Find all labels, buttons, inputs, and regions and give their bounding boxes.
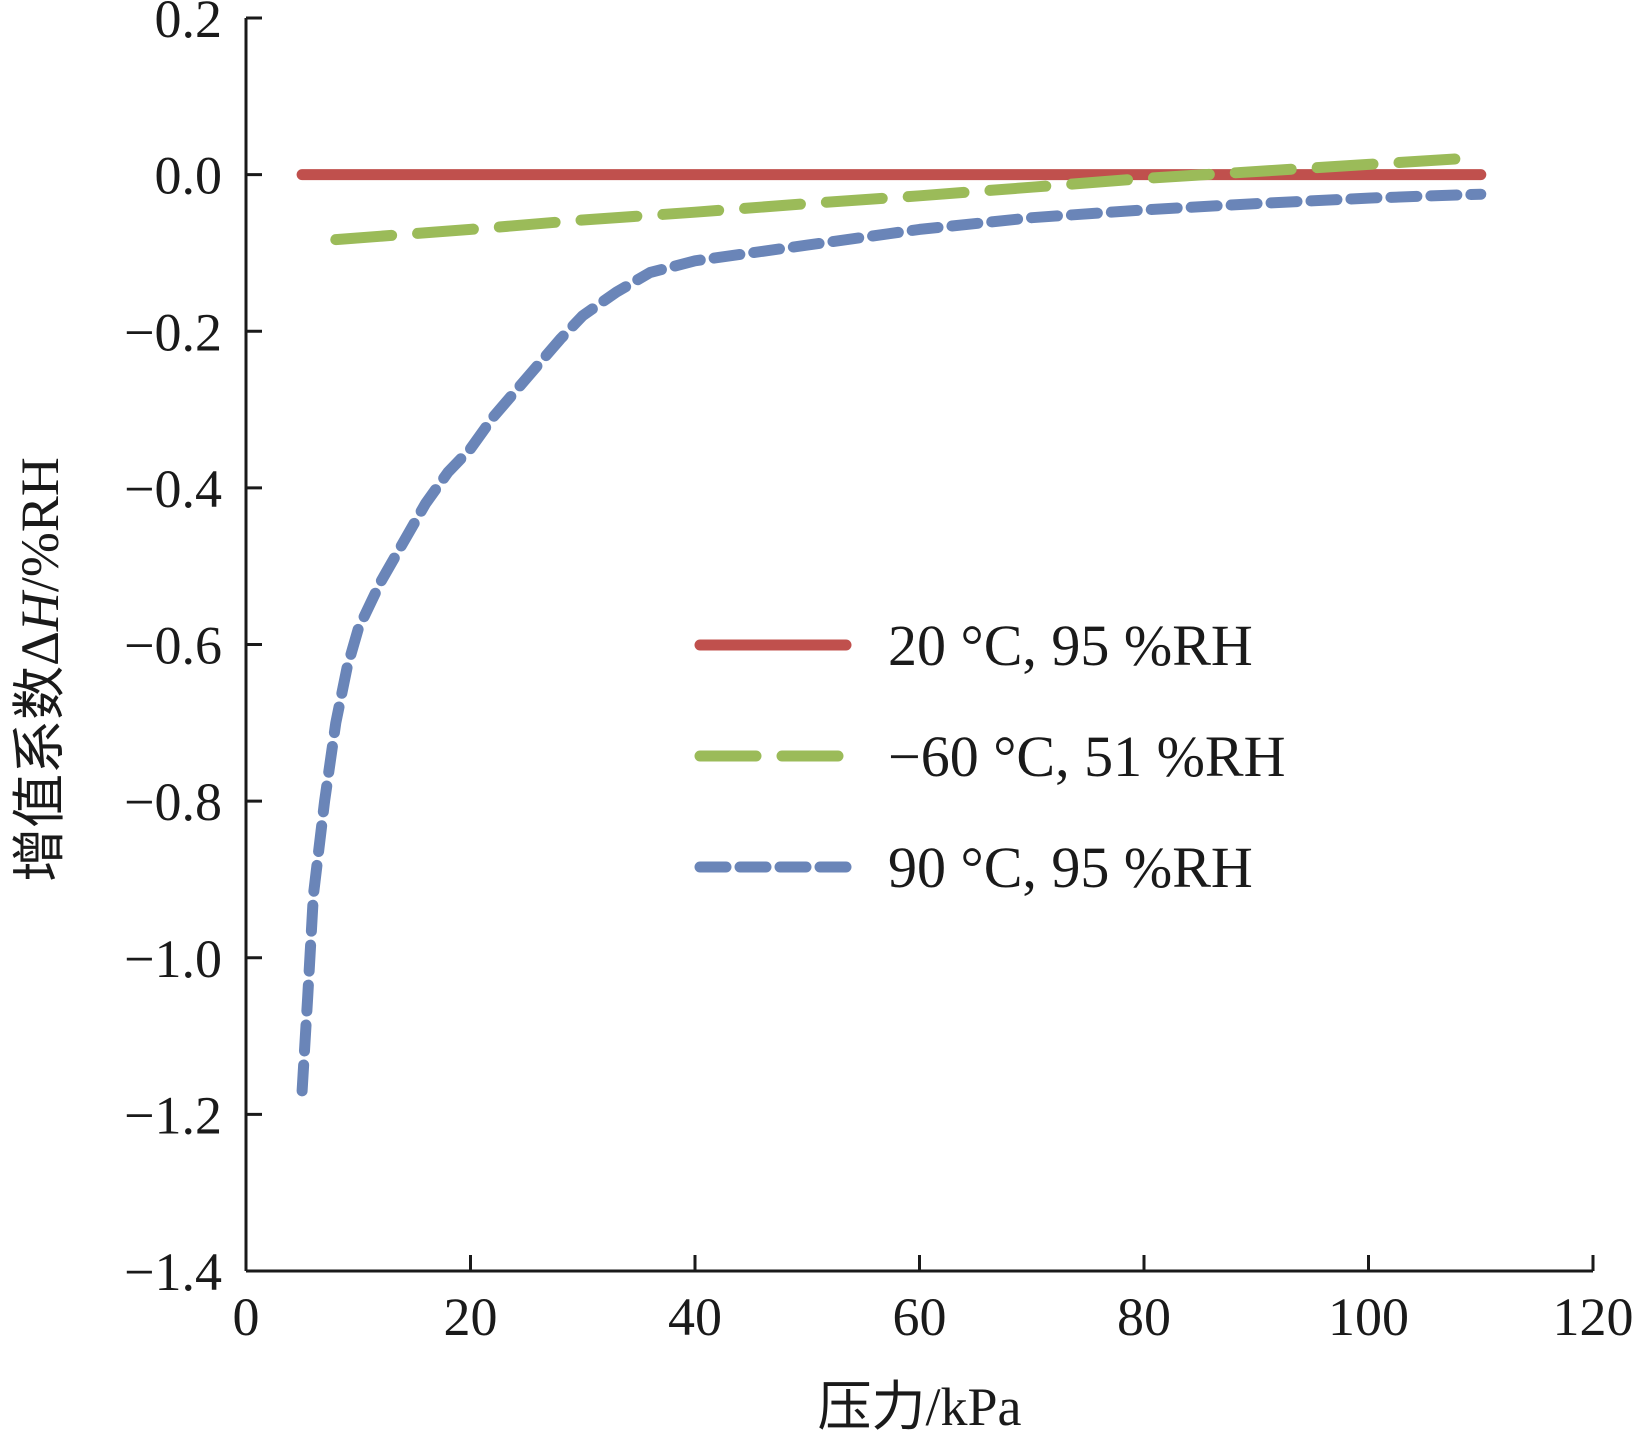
x-tick-label: 80 bbox=[1117, 1287, 1171, 1347]
y-tick-label: −0.8 bbox=[124, 772, 222, 832]
series-line-3 bbox=[296, 188, 1487, 1097]
x-tick-label: 0 bbox=[233, 1287, 260, 1347]
y-axis-title: 增值系数ΔH/%RH bbox=[10, 457, 70, 882]
legend-label-1: 20 °C, 95 %RH bbox=[888, 613, 1253, 678]
y-axis-title-italic-symbol: H bbox=[10, 589, 70, 632]
x-tick-label: 40 bbox=[668, 1287, 722, 1347]
x-tick-label: 60 bbox=[893, 1287, 947, 1347]
y-tick-label: −1.2 bbox=[124, 1085, 222, 1145]
x-axis-title: 压力/kPa bbox=[817, 1377, 1021, 1437]
y-tick-label: −0.6 bbox=[124, 616, 222, 676]
y-tick-label: 0.0 bbox=[155, 146, 223, 206]
legend: 20 °C, 95 %RH −60 °C, 51 %RH 90 °C, 95 %RH bbox=[694, 613, 1285, 900]
series-line-2 bbox=[330, 151, 1487, 246]
legend-label-3: 90 °C, 95 %RH bbox=[888, 835, 1253, 900]
legend-label-2: −60 °C, 51 %RH bbox=[888, 724, 1285, 789]
x-tick-label: 20 bbox=[444, 1287, 498, 1347]
x-tick-label: 100 bbox=[1328, 1287, 1409, 1347]
y-axis-title-part-1: 增值系数Δ bbox=[10, 631, 70, 882]
y-tick-label: −1.0 bbox=[124, 929, 222, 989]
x-tick-label: 120 bbox=[1553, 1287, 1634, 1347]
axes-layer: 0 20 40 60 80 100 120 0.2 0.0 −0.2 −0.4 −0.6 −0.8 −1.… bbox=[124, 0, 1633, 1347]
y-tick-label: −0.4 bbox=[124, 459, 222, 519]
y-tick-label: 0.2 bbox=[155, 0, 223, 49]
series-layer bbox=[296, 151, 1487, 1097]
y-tick-label: −1.4 bbox=[124, 1242, 222, 1302]
y-axis-title-part-2: /%RH bbox=[10, 457, 70, 592]
y-tick-label: −0.2 bbox=[124, 302, 222, 362]
